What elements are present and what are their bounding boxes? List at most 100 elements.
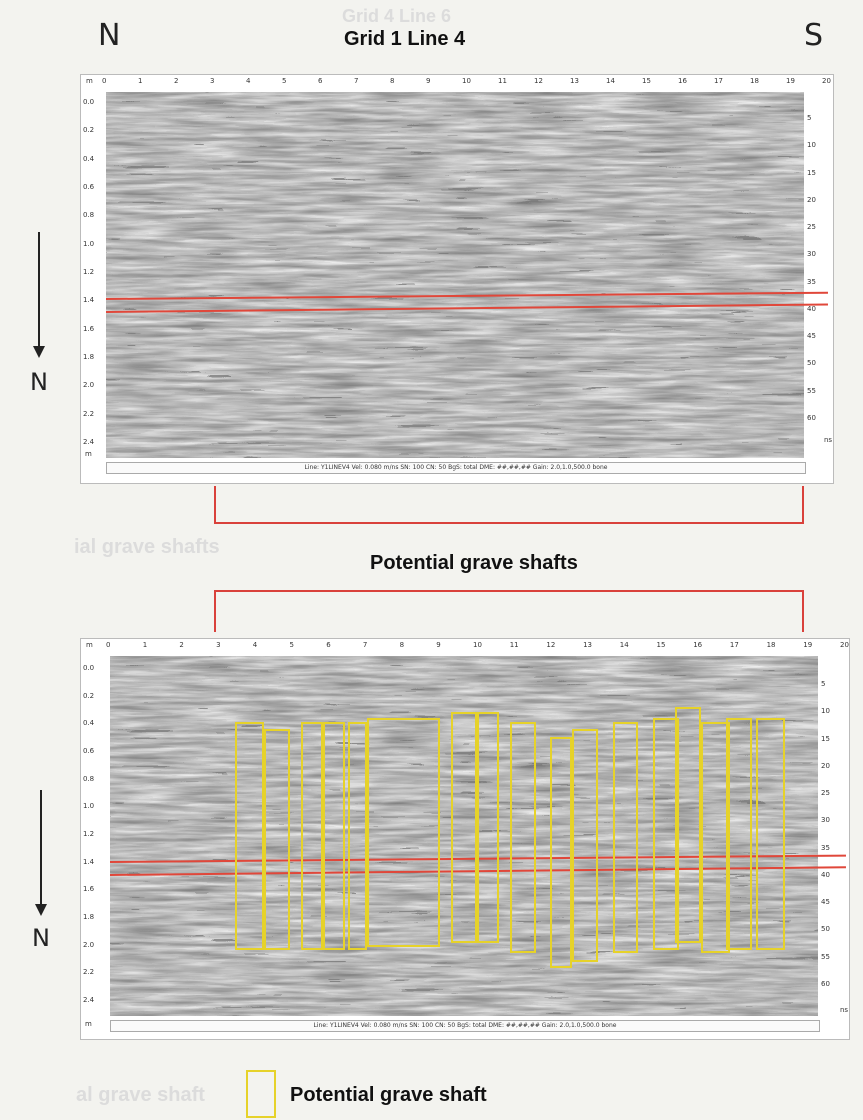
x-bottom-tick: 8 <box>399 641 405 649</box>
grave-shaft-outline <box>674 707 701 943</box>
depth-bottom-tick: 1.0 <box>83 802 95 811</box>
x-bottom-tick: 4 <box>252 641 258 649</box>
time-unit-top: ns <box>824 436 833 444</box>
grave-shaft-outline <box>322 722 345 950</box>
x-top-tick: 1 <box>138 77 143 85</box>
grave-shaft-outline <box>451 711 477 943</box>
grave-shaft-outline <box>612 722 639 953</box>
x-bottom-tick: 11 <box>509 641 519 649</box>
depth-bottom-tick: 1.6 <box>83 885 95 894</box>
depth-top-tick: 0.8 <box>83 211 95 220</box>
x-top-tick: 4 <box>246 77 251 85</box>
depth-bottom-tick: 0.0 <box>83 664 95 672</box>
x-bottom-tick: 19 <box>803 641 813 649</box>
x-bottom-tick: 14 <box>619 641 629 649</box>
x-bottom-tick: 3 <box>216 641 221 649</box>
x-bottom-tick: 12 <box>546 641 556 649</box>
depth-top-tick: 1.6 <box>83 324 95 333</box>
depth-bottom-tick: 0.6 <box>83 747 95 755</box>
x-bottom-tick: 9 <box>436 641 441 649</box>
x-top-tick: 0 <box>102 77 107 85</box>
north-label: N <box>98 18 121 53</box>
grave-shaft-outline <box>348 722 367 950</box>
arrow-shaft-top <box>38 232 40 348</box>
x-bottom-tick: 16 <box>693 641 703 649</box>
time-bottom-tick: 35 <box>821 843 830 852</box>
time-bottom-tick: 25 <box>821 789 830 798</box>
grave-shaft-outline <box>509 722 536 953</box>
bracket-bottom <box>214 590 804 632</box>
time-bottom-tick: 15 <box>821 734 830 743</box>
x-bottom-tick: 20 <box>840 641 849 649</box>
x-top-tick: 5 <box>282 77 287 85</box>
x-bottom-tick: 5 <box>289 641 294 649</box>
depth-bottom-tick: 2.4 <box>83 996 95 1004</box>
grave-shaft-outline <box>550 736 573 968</box>
x-top-tick: 7 <box>354 77 359 85</box>
x-top-tick: 8 <box>390 77 395 85</box>
radargram-texture-top <box>106 92 804 458</box>
grave-shaft-outline <box>652 717 679 950</box>
time-top-tick: 30 <box>807 250 816 259</box>
grave-shaft-outline <box>700 722 730 953</box>
grave-shaft-outline <box>264 729 290 950</box>
depth-top-tick: 1.0 <box>83 239 95 248</box>
ghost-label-1: ial grave shafts <box>74 536 220 558</box>
legend-swatch <box>246 1070 276 1118</box>
depth-unit-bottom: m <box>85 1020 92 1028</box>
depth-top-tick: 0.4 <box>83 154 95 163</box>
ghost-title: Grid 4 Line 6 <box>342 6 452 26</box>
bracket-label: Potential grave shafts <box>370 552 578 574</box>
time-bottom-tick: 50 <box>821 925 830 934</box>
grave-shaft-outline <box>755 717 785 950</box>
arrow-down-icon-bottom <box>35 904 47 916</box>
x-top-tick: 12 <box>534 77 543 85</box>
time-bottom-tick: 20 <box>821 761 830 770</box>
grave-shaft-outline <box>726 717 752 950</box>
x-top-tick: 19 <box>786 77 795 85</box>
x-top-tick: 14 <box>606 77 615 85</box>
x-top-tick: 3 <box>210 77 215 85</box>
depth-bottom-tick: 1.8 <box>83 913 95 921</box>
x-top-tick: 9 <box>426 77 431 85</box>
x-top-tick: 13 <box>570 77 579 85</box>
bracket-top <box>214 486 804 524</box>
time-bottom-tick: 5 <box>821 680 826 688</box>
x-top-tick: 17 <box>714 77 723 85</box>
legend-label: Potential grave shaft <box>290 1084 487 1106</box>
depth-axis-bottom: 0.0 0.2 0.4 0.6 0.8 1.0 1.2 1.4 1.6 1.8 2.0 2.2 2.4 m <box>80 654 110 1028</box>
x-top-tick: 18 <box>750 77 759 85</box>
time-bottom-tick: 60 <box>821 980 830 988</box>
depth-top-tick: 1.8 <box>83 353 95 361</box>
depth-top-tick: 0.0 <box>83 98 95 106</box>
x-axis-bottom: 0 1 2 3 4 5 6 7 8 9 10 11 12 13 14 15 16 17 18 19 20 m <box>80 640 849 652</box>
depth-bottom-tick: 0.8 <box>83 774 95 783</box>
time-top-tick: 45 <box>807 332 816 341</box>
time-axis-bottom: 5 10 15 20 25 30 35 40 45 50 55 60 ns <box>818 654 848 1016</box>
x-bottom-tick: 15 <box>656 641 666 649</box>
page-title: Grid 1 Line 4 <box>344 28 466 50</box>
status-bar-bottom: Line: Y1LINEV4 Vel: 0.080 m/ns SN: 100 C… <box>110 1020 820 1032</box>
depth-top-tick: 2.2 <box>83 409 95 418</box>
status-bar-top: Line: Y1LINEV4 Vel: 0.080 m/ns SN: 100 C… <box>106 462 806 474</box>
time-bottom-tick: 10 <box>821 707 830 716</box>
time-top-tick: 35 <box>807 277 816 286</box>
time-top-tick: 50 <box>807 359 816 368</box>
depth-top-tick: 2.4 <box>83 438 95 446</box>
depth-unit-top: m <box>85 450 92 458</box>
arrow-label-bottom: N <box>32 924 50 952</box>
depth-top-tick: 0.2 <box>83 126 95 135</box>
x-top-tick: 11 <box>498 77 507 85</box>
x-bottom-tick: 1 <box>142 641 148 649</box>
grave-shaft-outline <box>572 729 598 962</box>
grave-shaft-outline <box>234 722 265 950</box>
time-unit-bottom: ns <box>840 1006 849 1014</box>
depth-axis-top: 0.0 0.2 0.4 0.6 0.8 1.0 1.2 1.4 1.6 1.8 2.0 2.2 2.4 m <box>80 88 106 458</box>
ghost-label-2: al grave shaft <box>76 1084 205 1106</box>
time-top-tick: 60 <box>807 414 816 422</box>
x-bottom-tick: 2 <box>179 641 184 649</box>
grave-shaft-outline <box>476 711 499 943</box>
arrow-label-top: N <box>30 368 48 396</box>
depth-bottom-tick: 0.2 <box>83 691 95 700</box>
x-top-tick: 16 <box>678 77 687 85</box>
